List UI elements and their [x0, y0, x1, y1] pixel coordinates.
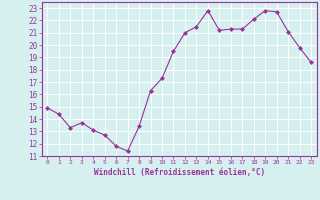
X-axis label: Windchill (Refroidissement éolien,°C): Windchill (Refroidissement éolien,°C) [94, 168, 265, 177]
